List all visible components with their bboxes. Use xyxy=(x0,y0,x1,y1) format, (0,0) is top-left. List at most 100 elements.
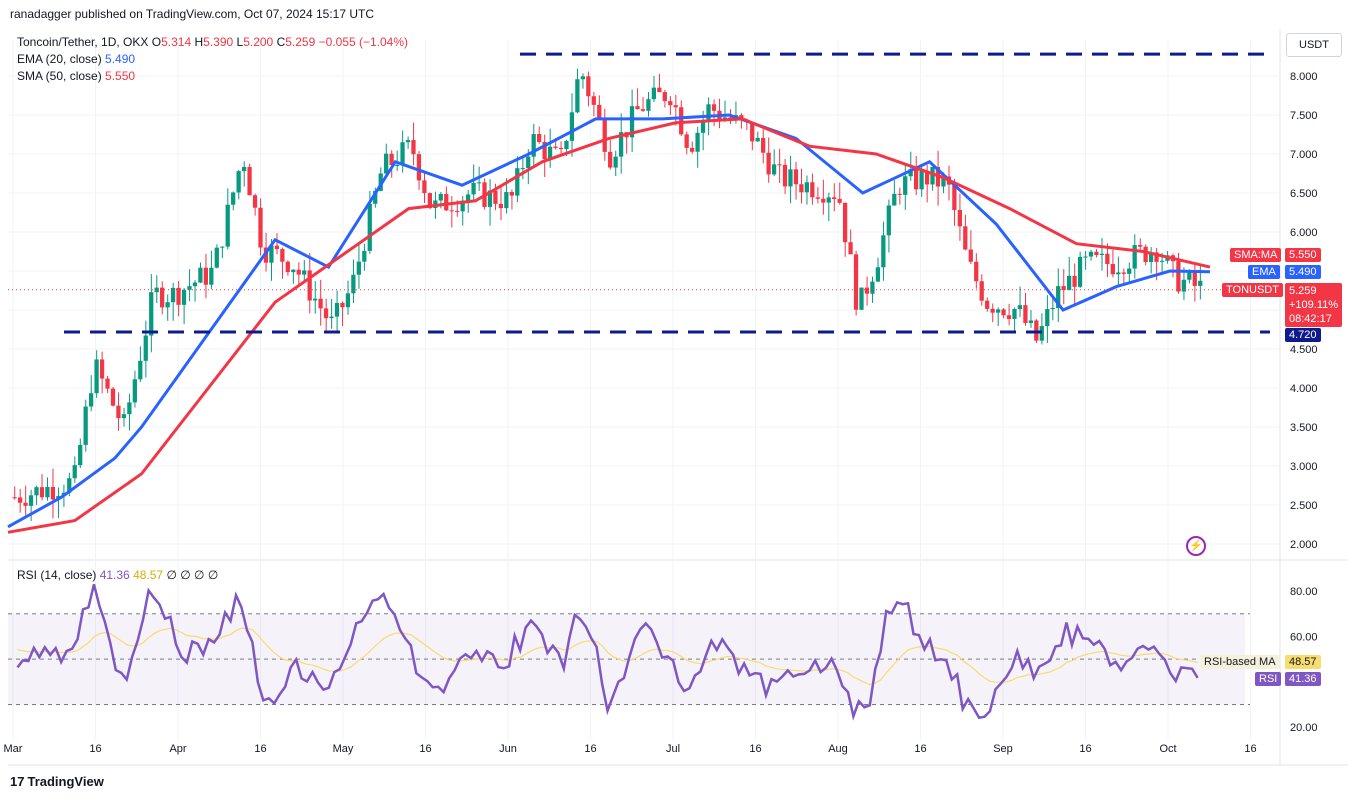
candle-body xyxy=(45,486,50,498)
candle-body xyxy=(203,267,208,285)
flash-icon[interactable]: ⚡ xyxy=(1186,536,1206,556)
price-tick-label: 4.000 xyxy=(1290,383,1318,395)
candle-body xyxy=(1181,279,1186,292)
candle-body xyxy=(914,169,919,190)
rsi-value: 41.36 xyxy=(99,568,130,582)
rsi-ma-tag-label: RSI-based MA xyxy=(1200,655,1280,669)
sma-line xyxy=(7,117,1211,534)
candle-body xyxy=(28,495,34,506)
currency-button[interactable]: USDT xyxy=(1286,33,1342,57)
candle-body xyxy=(39,487,45,498)
candle-body xyxy=(930,166,935,185)
candle-body xyxy=(214,247,219,268)
brand-text: TradingView xyxy=(27,774,104,789)
candle-body xyxy=(1154,252,1159,262)
candle-body xyxy=(974,261,979,282)
rsi-label: RSI (14, close) xyxy=(17,568,97,582)
candle-body xyxy=(138,360,143,380)
candle-body xyxy=(608,151,613,168)
candle-body xyxy=(258,207,263,248)
candle-body xyxy=(362,250,367,262)
candle-body xyxy=(209,267,214,285)
price-tick-label: 3.500 xyxy=(1290,422,1318,434)
price-tick-label: 3.000 xyxy=(1290,461,1318,473)
candle-body xyxy=(881,235,886,268)
candle-body xyxy=(1176,261,1181,292)
candle-body xyxy=(761,137,766,153)
candle-body xyxy=(116,405,121,419)
candle-body xyxy=(815,197,820,199)
candle-body xyxy=(476,182,482,184)
candle-body xyxy=(908,169,913,177)
time-tick-label: May xyxy=(333,743,354,755)
price-tag-countdown: 08:42:17 xyxy=(1289,313,1332,325)
close-label: C xyxy=(276,35,286,49)
candle-body xyxy=(1198,280,1203,286)
candle-body xyxy=(897,193,902,195)
candle-body xyxy=(1187,272,1192,280)
candle-body xyxy=(247,166,252,196)
rsi-line xyxy=(16,584,1199,721)
candle-body xyxy=(924,170,930,185)
candle-body xyxy=(160,287,165,308)
ema-tag-label: EMA xyxy=(1248,265,1280,279)
candle-body xyxy=(1061,286,1066,291)
candle-body xyxy=(821,198,826,203)
rsi-ma-value: 48.57 xyxy=(133,568,164,582)
time-tick-label: Jul xyxy=(666,743,680,755)
candle-body xyxy=(67,478,72,493)
candle-body xyxy=(394,164,400,166)
sma-tag: SMA:MA xyxy=(1230,248,1282,262)
time-tick-label: Aug xyxy=(828,743,848,755)
candle-body xyxy=(34,487,39,496)
candle-body xyxy=(526,156,531,169)
sma-tag-label: SMA:MA xyxy=(1234,249,1278,261)
symbol-legend: Toncoin/Tether, 1D, OKX O5.314 H5.390 L5… xyxy=(17,35,408,49)
candle-body xyxy=(416,154,422,181)
candle-body xyxy=(465,194,471,201)
candle-body xyxy=(739,115,744,120)
candle-body xyxy=(569,112,575,141)
ema-legend: EMA (20, close) 5.490 xyxy=(17,52,135,66)
price-tag-box: 5.259 +109.11% 08:42:17 xyxy=(1285,283,1343,327)
time-tick-label: Sep xyxy=(993,743,1013,755)
candle-body xyxy=(613,156,618,168)
candle-body xyxy=(832,197,837,199)
candle-body xyxy=(1017,305,1023,310)
candle-body xyxy=(564,140,569,150)
candle-body xyxy=(542,141,547,160)
candle-body xyxy=(755,137,760,142)
candle-body xyxy=(1006,315,1012,319)
candle-body xyxy=(782,164,788,187)
candle-body xyxy=(903,176,908,195)
low-label: L xyxy=(236,35,244,49)
candle-body xyxy=(438,194,443,201)
candle-body xyxy=(504,191,509,209)
candle-body xyxy=(575,79,580,113)
candle-body xyxy=(968,249,973,262)
candle-body xyxy=(269,245,274,263)
candle-body xyxy=(422,180,427,194)
candle-body xyxy=(198,267,203,283)
candle-body xyxy=(231,192,236,205)
candle-body xyxy=(487,190,493,207)
time-tick-label: Apr xyxy=(169,743,186,755)
candle-body xyxy=(711,104,717,111)
candle-body xyxy=(591,96,596,105)
candle-body xyxy=(181,289,187,305)
candle-body xyxy=(274,245,280,250)
candle-body xyxy=(963,226,968,250)
candle-body xyxy=(78,444,83,466)
candle-body xyxy=(389,153,394,165)
ema-line xyxy=(7,113,1211,529)
candle-body xyxy=(192,282,198,287)
candle-body xyxy=(1072,275,1077,287)
tradingview-logo: 17 TradingView xyxy=(10,774,104,789)
candle-body xyxy=(405,140,411,143)
candle-body xyxy=(684,134,689,148)
close-value: 5.259 xyxy=(285,35,316,49)
support-tag: 4.720 xyxy=(1285,328,1321,342)
candle-body xyxy=(170,287,176,303)
ema-tag-value: 5.490 xyxy=(1285,265,1321,279)
